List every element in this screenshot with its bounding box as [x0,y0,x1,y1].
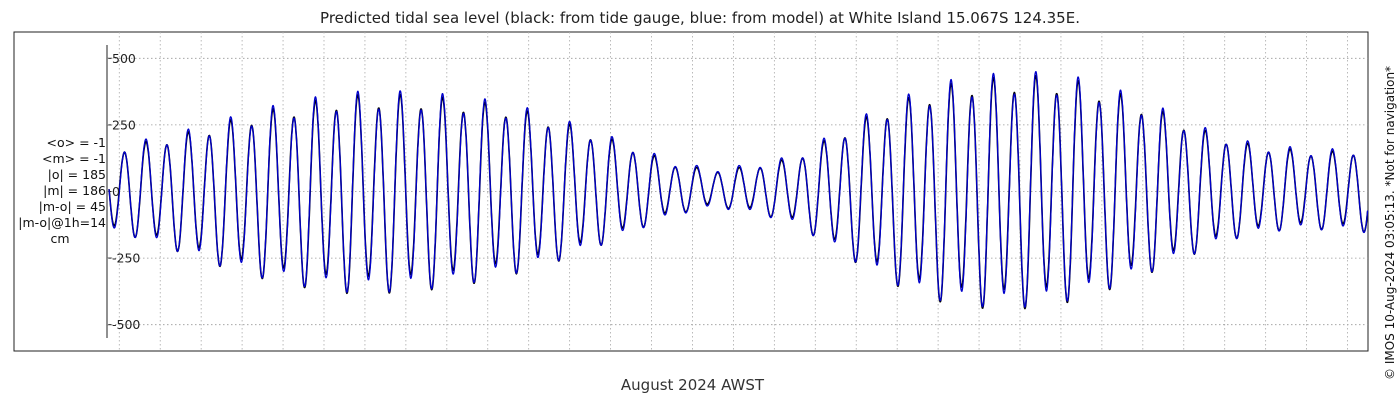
x-tick-label: 30 [1319,359,1335,360]
statistics-panel: <o> = -1 <m> = -1 |o| = 185 |m| = 186 |m… [0,135,106,247]
grid-layer [107,32,1368,351]
x-tick-label: 18 [828,359,844,360]
x-tick-label: 14 [664,359,680,360]
x-tick-label: 26 [1155,359,1171,360]
copyright-note: © IMOS 10-Aug-2024 03:05:13. *Not for na… [1383,65,1397,380]
stat-abs-obs: |o| = 185 [47,167,106,182]
x-tick-label: 21 [951,359,967,360]
x-tick-label: 2 [177,359,185,360]
series-line-model [108,71,1369,308]
x-tick-label: 1 [136,359,144,360]
chart-title: Predicted tidal sea level (black: from t… [320,9,1080,27]
stat-abs-model: |m| = 186 [43,183,106,198]
stat-unit: cm [50,231,70,246]
x-tick-label: 25 [1114,359,1130,360]
x-tick-label: 8 [422,359,430,360]
x-tick-label: 28 [1237,359,1253,360]
x-tick-label: 13 [623,359,639,360]
y-tick-label: -250 [112,251,140,266]
y-tick-label: 250 [112,117,136,132]
tide-chart: -500-25002505001234567891011121314151617… [13,31,1369,360]
x-tick-label: 11 [541,359,557,360]
x-tick-label: 9 [463,359,471,360]
stat-mean-obs: <o> = -1 [46,135,106,150]
x-tick-label: 6 [340,359,348,360]
x-tick-label: 23 [1033,359,1049,360]
x-tick-label: 10 [500,359,516,360]
x-tick-label: 17 [787,359,803,360]
x-tick-label: 12 [582,359,598,360]
stat-abs-diff-1h: |m-o|@1h=14 [18,215,106,230]
x-tick-label: 19 [869,359,885,360]
stat-mean-model: <m> = -1 [41,151,106,166]
x-tick-label: 24 [1073,359,1089,360]
stat-abs-diff: |m-o| = 45 [38,199,106,214]
x-tick-label: 4 [259,359,267,360]
x-tick-label: 16 [746,359,762,360]
x-tick-label: 3 [218,359,226,360]
labels-layer: -500-25002505001234567891011121314151617… [112,51,1335,360]
y-tick-label: 0 [112,184,120,199]
series-layer [108,71,1369,310]
y-tick-label: -500 [112,317,140,332]
x-tick-label: 20 [910,359,926,360]
y-tick-label: 500 [112,51,136,66]
x-tick-label: 7 [381,359,389,360]
x-tick-label: 29 [1278,359,1294,360]
x-tick-label: 27 [1196,359,1212,360]
x-axis-title: August 2024 AWST [620,376,765,394]
x-tick-label: 5 [300,359,308,360]
x-tick-label: 15 [705,359,721,360]
x-tick-label: 22 [992,359,1008,360]
